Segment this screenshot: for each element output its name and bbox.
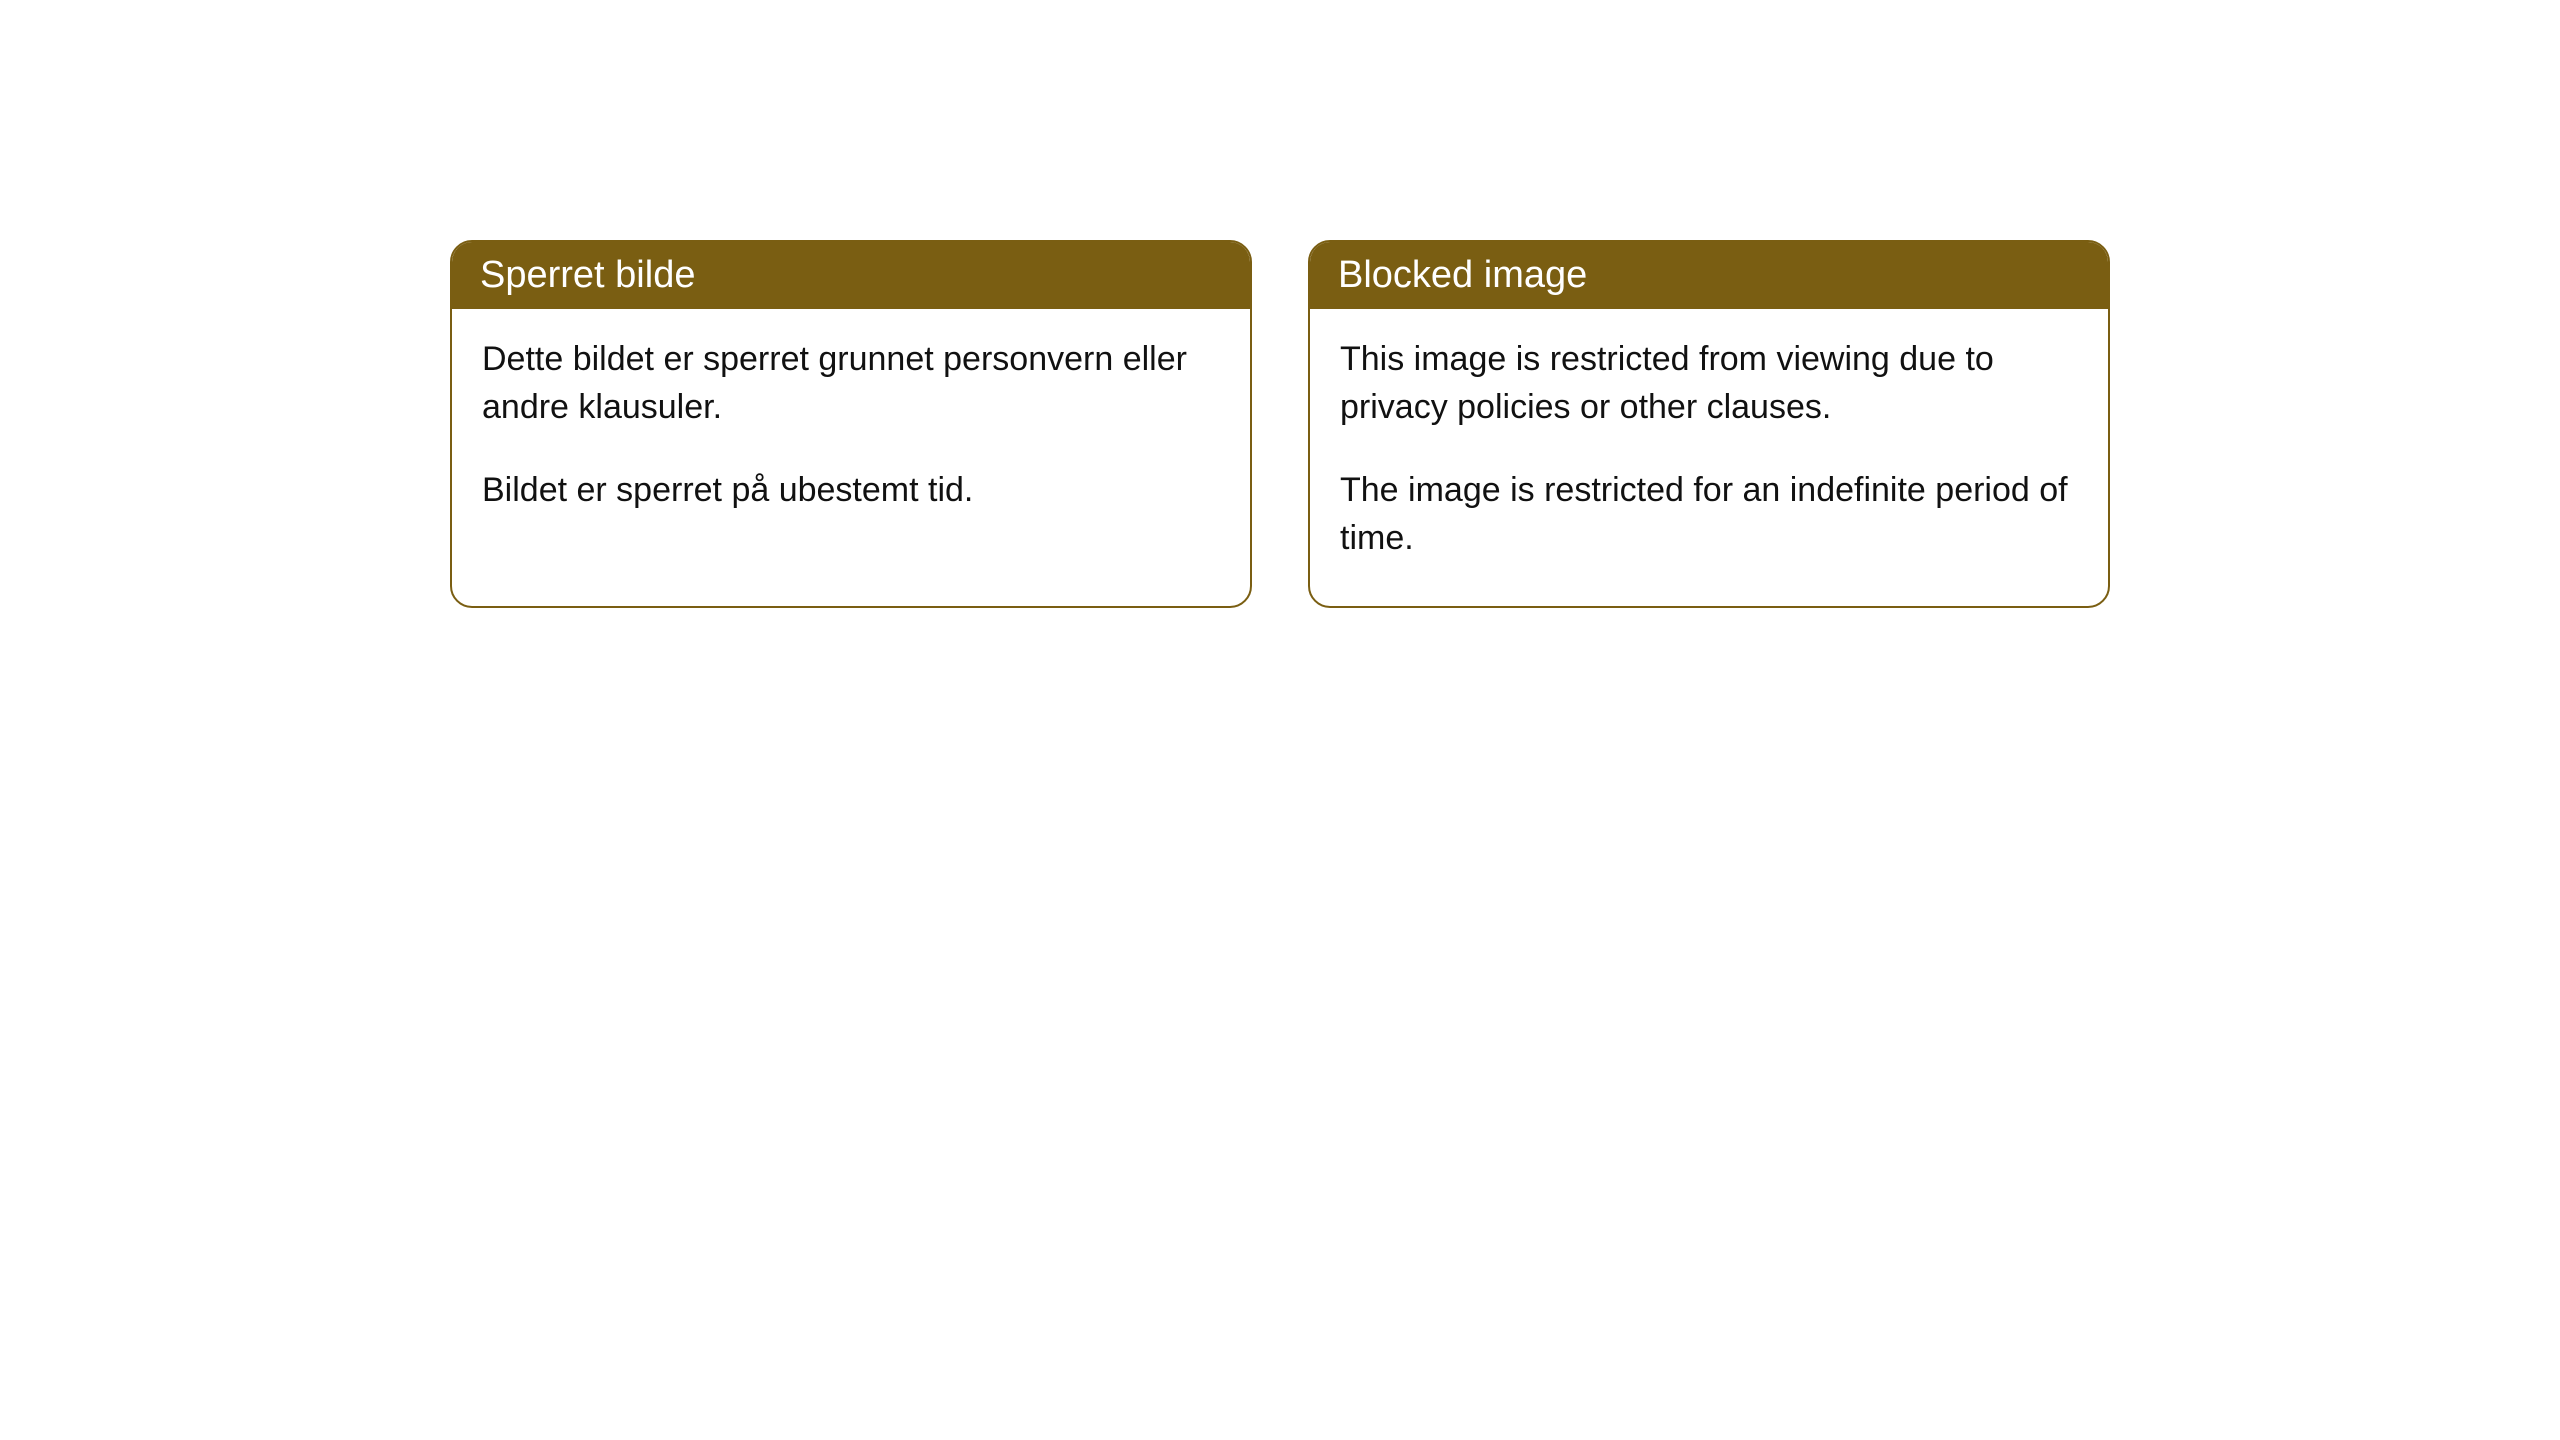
cards-container: Sperret bilde Dette bildet er sperret gr… (0, 0, 2560, 608)
card-paragraph: Dette bildet er sperret grunnet personve… (482, 335, 1220, 432)
card-paragraph: This image is restricted from viewing du… (1340, 335, 2078, 432)
card-title: Sperret bilde (452, 242, 1250, 309)
blocked-image-card-en: Blocked image This image is restricted f… (1308, 240, 2110, 608)
card-title: Blocked image (1310, 242, 2108, 309)
card-paragraph: Bildet er sperret på ubestemt tid. (482, 466, 1220, 514)
card-body: Dette bildet er sperret grunnet personve… (452, 309, 1250, 558)
blocked-image-card-no: Sperret bilde Dette bildet er sperret gr… (450, 240, 1252, 608)
card-body: This image is restricted from viewing du… (1310, 309, 2108, 606)
card-paragraph: The image is restricted for an indefinit… (1340, 466, 2078, 563)
